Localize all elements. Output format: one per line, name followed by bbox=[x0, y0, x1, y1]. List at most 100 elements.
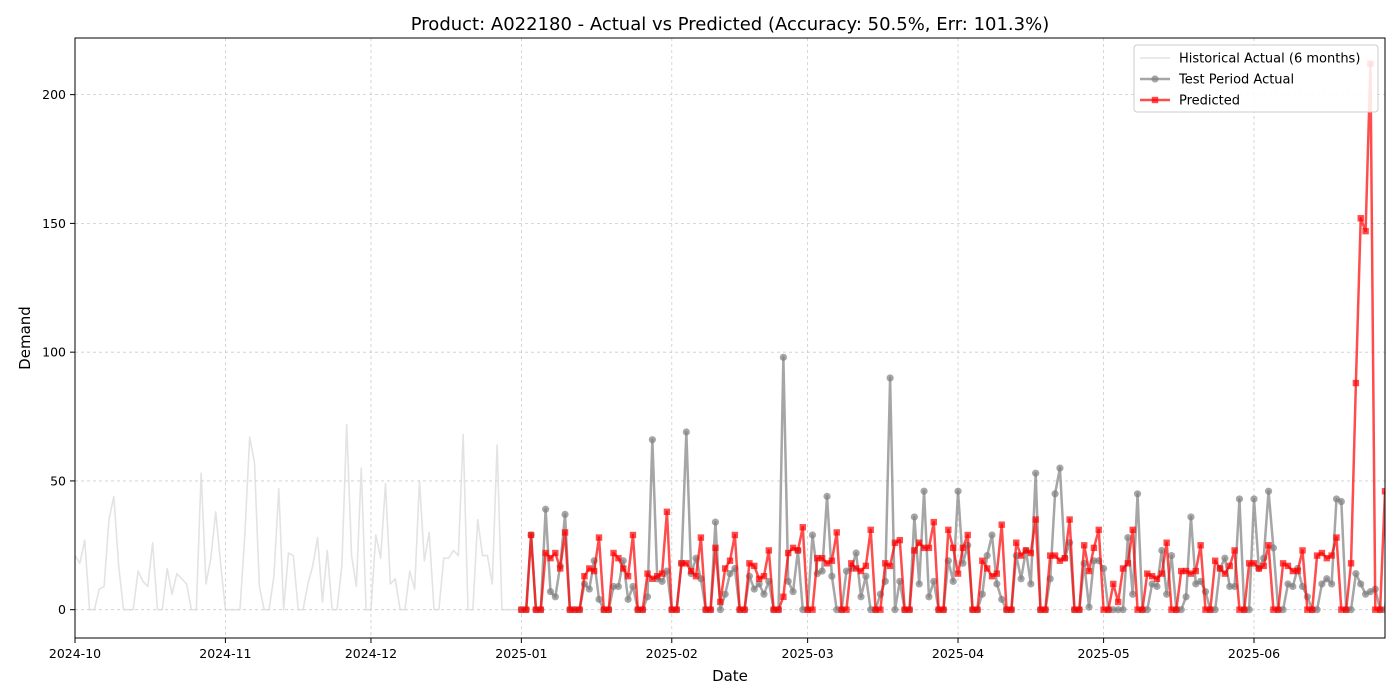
actual-point bbox=[755, 580, 763, 588]
predicted-point bbox=[1197, 542, 1204, 549]
predicted-point bbox=[1284, 562, 1292, 570]
predicted-point bbox=[726, 557, 734, 564]
predicted-point bbox=[668, 606, 675, 613]
predicted-point bbox=[1032, 516, 1039, 523]
predicted-point bbox=[1095, 526, 1102, 534]
predicted-point bbox=[780, 593, 787, 600]
x-tick-label: 2024-11 bbox=[199, 646, 251, 661]
predicted-point bbox=[1245, 560, 1253, 567]
actual-point bbox=[808, 531, 817, 539]
actual-point bbox=[954, 487, 962, 495]
predicted-point bbox=[1275, 606, 1282, 613]
predicted-point bbox=[1187, 570, 1195, 577]
predicted-point bbox=[1134, 606, 1141, 613]
predicted-point bbox=[775, 606, 782, 613]
actual-point bbox=[1289, 582, 1297, 591]
actual-point bbox=[1027, 580, 1035, 588]
predicted-point bbox=[746, 560, 753, 567]
predicted-point bbox=[683, 560, 690, 567]
predicted-point bbox=[731, 531, 739, 539]
predicted-point bbox=[1323, 554, 1330, 562]
predicted-point bbox=[702, 606, 709, 613]
predicted-point bbox=[882, 560, 889, 567]
actual-point bbox=[1250, 495, 1258, 503]
actual-point bbox=[658, 577, 666, 585]
legend-label-predicted: Predicted bbox=[1179, 94, 1240, 109]
predicted-point bbox=[920, 544, 928, 552]
y-tick-label: 0 bbox=[58, 602, 66, 617]
predicted-point bbox=[1362, 227, 1369, 235]
predicted-point bbox=[949, 544, 957, 552]
predicted-point bbox=[586, 565, 593, 572]
predicted-point bbox=[794, 547, 802, 554]
predicted-point bbox=[1241, 606, 1248, 613]
predicted-point bbox=[1333, 534, 1340, 541]
predicted-point bbox=[954, 570, 962, 577]
predicted-point bbox=[877, 606, 884, 613]
predicted-point bbox=[692, 572, 700, 580]
actual-point bbox=[1056, 464, 1064, 472]
y-axis-label: Demand bbox=[16, 306, 34, 370]
actual-point bbox=[624, 595, 632, 603]
predicted-point bbox=[1192, 567, 1199, 575]
actual-point bbox=[1337, 497, 1345, 506]
x-tick-label: 2024-12 bbox=[345, 646, 397, 661]
predicted-point bbox=[663, 508, 671, 516]
predicted-point bbox=[872, 606, 879, 613]
predicted-point bbox=[1318, 549, 1326, 557]
predicted-point bbox=[707, 606, 714, 613]
y-axis-ticks: 0 50 100 150 200 bbox=[42, 87, 75, 617]
predicted-point bbox=[590, 567, 598, 575]
predicted-point bbox=[610, 549, 617, 557]
predicted-point bbox=[1236, 606, 1243, 613]
predicted-point bbox=[1071, 606, 1078, 613]
y-tick-label: 150 bbox=[42, 216, 66, 231]
actual-point bbox=[1182, 593, 1190, 601]
predicted-point bbox=[644, 570, 651, 577]
actual-point bbox=[760, 590, 768, 598]
predicted-point bbox=[1304, 606, 1311, 613]
predicted-point bbox=[639, 606, 646, 613]
predicted-point bbox=[1342, 606, 1350, 613]
predicted-point bbox=[1129, 526, 1136, 534]
predicted-point bbox=[1158, 570, 1166, 577]
actual-point bbox=[818, 567, 826, 575]
legend: Historical Actual (6 months) Test Period … bbox=[1133, 44, 1379, 113]
legend-marker-predicted bbox=[1151, 96, 1159, 104]
predicted-point bbox=[552, 549, 559, 557]
actual-point bbox=[1124, 533, 1132, 542]
actual-point bbox=[930, 577, 938, 585]
y-tick-label: 50 bbox=[50, 473, 66, 488]
predicted-point bbox=[945, 526, 952, 534]
predicted-point bbox=[891, 539, 899, 546]
predicted-point bbox=[654, 572, 661, 580]
predicted-point bbox=[833, 529, 840, 536]
predicted-point bbox=[1178, 567, 1185, 575]
predicted-point bbox=[1051, 552, 1059, 559]
predicted-point bbox=[629, 531, 637, 539]
predicted-point bbox=[556, 565, 564, 572]
legend-label-historical: Historical Actual (6 months) bbox=[1179, 52, 1360, 67]
predicted-point bbox=[969, 606, 976, 613]
predicted-point bbox=[857, 567, 865, 575]
actual-point bbox=[1167, 551, 1176, 560]
predicted-point bbox=[964, 531, 971, 539]
predicted-point bbox=[1066, 516, 1073, 523]
actual-point bbox=[993, 580, 1001, 588]
predicted-point bbox=[1003, 606, 1010, 613]
predicted-point bbox=[1061, 554, 1068, 562]
predicted-point bbox=[1347, 560, 1355, 567]
actual-point bbox=[682, 428, 690, 436]
predicted-point bbox=[1144, 570, 1151, 577]
x-tick-label: 2025-04 bbox=[932, 646, 984, 661]
actual-point bbox=[614, 582, 623, 591]
predicted-point bbox=[823, 560, 831, 567]
predicted-point bbox=[896, 536, 904, 544]
x-axis-ticks: 2024-10 2024-11 2024-12 2025-01 2025-02 2025-… bbox=[49, 638, 1280, 661]
actual-point bbox=[542, 505, 550, 513]
predicted-point bbox=[867, 526, 874, 534]
predicted-point bbox=[1047, 552, 1054, 559]
predicted-point bbox=[1207, 606, 1214, 613]
predicted-point bbox=[1153, 575, 1161, 582]
actual-point bbox=[595, 595, 603, 603]
